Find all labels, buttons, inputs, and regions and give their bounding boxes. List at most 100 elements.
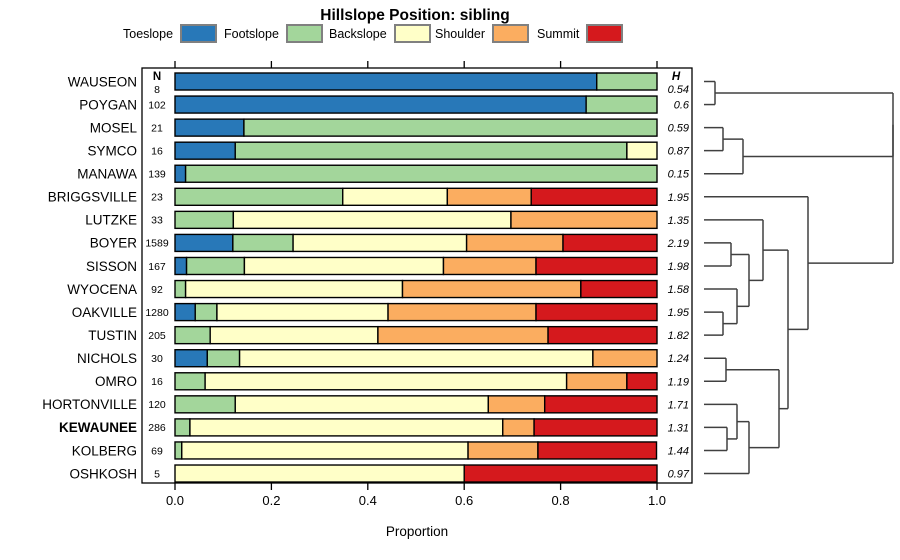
n-column-header: N — [153, 71, 161, 83]
bar-segment-footslope — [174, 279, 187, 299]
x-tick-label: 0.8 — [552, 493, 570, 508]
row-label-briggsville: BRIGGSVILLE — [48, 190, 137, 205]
row-label-wauseon: WAUSEON — [68, 74, 137, 89]
row-label-hortonville: HORTONVILLE — [42, 397, 137, 412]
legend-label: Shoulder — [435, 26, 486, 41]
n-value: 30 — [151, 353, 163, 365]
legend-label: Toeslope — [123, 26, 174, 41]
bar-segment-summit — [533, 418, 658, 437]
row-label-omro: OMRO — [95, 374, 137, 389]
bar-segment-shoulder — [387, 302, 537, 322]
row-label-tustin: TUSTIN — [88, 328, 137, 343]
n-value: 92 — [151, 284, 163, 296]
bar-segment-shoulder — [442, 256, 537, 276]
bar-segment-backslope — [234, 395, 490, 414]
bar-segment-shoulder — [487, 395, 546, 414]
h-value: 0.54 — [668, 84, 689, 96]
row-label-wyocena: WYOCENA — [67, 282, 137, 297]
bar-segment-backslope — [189, 418, 504, 437]
bar-segment-footslope — [184, 164, 658, 183]
row-label-nichols: NICHOLS — [77, 351, 137, 366]
h-value: 1.82 — [668, 330, 689, 342]
n-value: 286 — [148, 422, 166, 434]
h-value: 0.97 — [668, 469, 690, 481]
bar-segment-backslope — [238, 349, 594, 368]
bar-segment-summit — [535, 302, 658, 322]
bar-segment-toeslope — [174, 349, 208, 368]
bar-segment-backslope — [174, 464, 465, 483]
n-value: 69 — [151, 445, 163, 457]
bar-segment-backslope — [232, 210, 512, 230]
bar-segment-summit — [562, 233, 658, 253]
row-label-manawa: MANAWA — [77, 167, 137, 182]
bar-segment-footslope — [174, 441, 183, 460]
bar-segment-toeslope — [174, 164, 187, 183]
bar-segment-backslope — [292, 233, 468, 253]
n-value: 23 — [151, 192, 163, 204]
h-value: 1.98 — [668, 261, 690, 273]
bar-segment-backslope — [209, 325, 379, 345]
legend-label: Summit — [537, 26, 580, 41]
row-label-kolberg: KOLBERG — [72, 443, 137, 458]
bar-segment-shoulder — [401, 279, 582, 299]
legend-swatch — [586, 24, 624, 43]
bar-segment-shoulder — [510, 210, 658, 230]
bar-segment-backslope — [626, 141, 658, 160]
n-value: 205 — [148, 330, 166, 342]
bar-segment-footslope — [174, 372, 206, 391]
h-value: 0.6 — [674, 100, 690, 112]
bar-segment-footslope — [585, 95, 658, 114]
n-value: 1589 — [145, 238, 169, 250]
bar-segment-toeslope — [174, 72, 598, 91]
bar-segment-shoulder — [592, 349, 658, 368]
n-value: 8 — [154, 84, 160, 96]
row-label-poygan: POYGAN — [79, 97, 137, 112]
legend-swatch — [180, 24, 218, 43]
bar-segment-footslope — [174, 210, 235, 230]
x-tick-label: 0.0 — [166, 493, 184, 508]
bar-segment-toeslope — [174, 95, 587, 114]
bar-segment-footslope — [185, 256, 246, 276]
bar-segment-summit — [580, 279, 658, 299]
bar-segment-footslope — [206, 349, 241, 368]
legend-item-backslope: Backslope — [329, 24, 431, 43]
bar-segment-footslope — [174, 187, 344, 207]
bar-segment-summit — [463, 464, 658, 483]
h-value: 1.58 — [668, 284, 690, 296]
bar-segment-footslope — [194, 302, 218, 322]
bar-segment-backslope — [181, 441, 469, 460]
h-column-header: H — [672, 71, 681, 83]
x-axis-title: Proportion — [385, 524, 449, 539]
bar-segment-backslope — [184, 279, 404, 299]
n-value: 33 — [151, 215, 163, 227]
bar-segment-toeslope — [174, 256, 188, 276]
legend-swatch — [492, 24, 530, 43]
bar-segment-summit — [530, 187, 658, 207]
x-tick-label: 0.2 — [262, 493, 280, 508]
legend-label: Backslope — [329, 26, 387, 41]
bar-segment-summit — [537, 441, 658, 460]
n-value: 5 — [154, 468, 160, 480]
bar-segment-toeslope — [174, 118, 245, 137]
n-value: 1280 — [145, 307, 169, 319]
bar-segment-backslope — [216, 302, 389, 322]
bar-segment-summit — [626, 372, 658, 391]
n-value: 16 — [151, 145, 163, 157]
row-label-oakville: OAKVILLE — [72, 305, 137, 320]
h-value: 2.19 — [667, 238, 689, 250]
h-value: 1.44 — [668, 445, 689, 457]
bar-segment-footslope — [243, 118, 658, 137]
row-label-mosel: MOSEL — [90, 120, 138, 135]
legend-item-toeslope: Toeslope — [123, 24, 218, 43]
row-label-lutzke: LUTZKE — [85, 213, 137, 228]
bar-segment-footslope — [232, 233, 294, 253]
bar-segment-summit — [547, 325, 658, 345]
bar-segment-footslope — [174, 395, 236, 414]
bar-segment-shoulder — [465, 233, 564, 253]
row-label-symco: SYMCO — [87, 143, 137, 158]
h-value: 1.31 — [668, 422, 689, 434]
bar-segment-footslope — [174, 418, 191, 437]
row-label-boyer: BOYER — [90, 236, 138, 251]
